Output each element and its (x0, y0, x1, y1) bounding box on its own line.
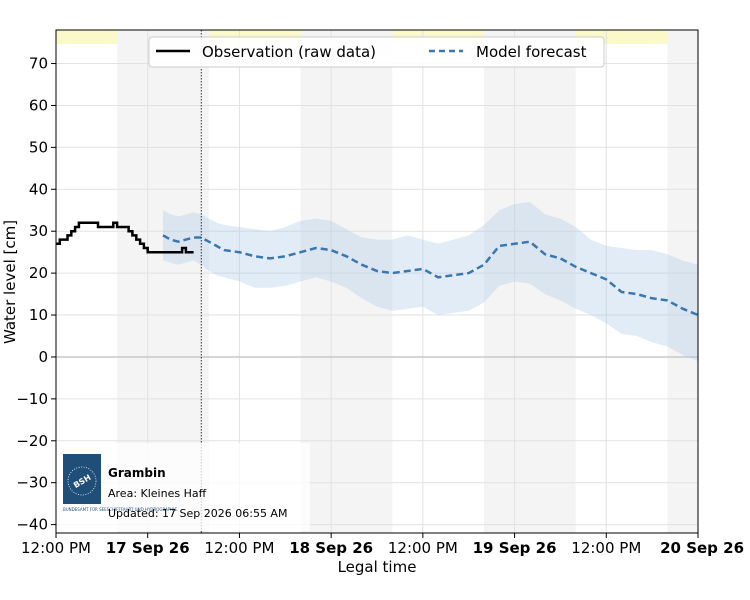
x-axis-title: Legal time (338, 558, 417, 576)
bsh-logo-ring (67, 466, 97, 496)
bsh-logo (63, 454, 101, 504)
x-tick-label-0: 12:00 PM (21, 539, 91, 557)
legend-forecast-label: Model forecast (476, 43, 587, 61)
y-tick-label-4: 30 (29, 222, 48, 240)
x-axis-ticks: 12:00 PM 17 Sep 26 12:00 PM 18 Sep 26 12:00 … (21, 533, 744, 557)
x-tick-label-1: 17 Sep 26 (106, 539, 190, 557)
x-tick-label-2: 12:00 PM (204, 539, 274, 557)
night-shade-1 (300, 30, 393, 533)
x-tick-label-7: 20 Sep 26 (660, 539, 744, 557)
y-tick-label-3: 40 (29, 180, 48, 198)
x-tick-label-6: 12:00 PM (571, 539, 641, 557)
forecast-band-group (163, 201, 698, 362)
observation-line-group (56, 221, 194, 254)
bsh-logo-subtext: BUNDESAMT FÜR SEESCHIFFFAHRT UND HYDROGR… (63, 507, 177, 512)
legend: Observation (raw data) Model forecast (148, 36, 605, 68)
y-tick-label-8: −10 (16, 390, 48, 408)
legend-observation-label: Observation (raw data) (202, 43, 376, 61)
plot-frame (55, 29, 699, 534)
y-tick-label-9: −20 (16, 432, 48, 450)
y-tick-label-7: 0 (38, 348, 48, 366)
legend-box (148, 36, 605, 68)
updated-timestamp: Updated: 17 Sep 2026 06:55 AM (108, 507, 287, 520)
y-tick-label-10: −30 (16, 474, 48, 492)
station-name: Grambin (108, 466, 166, 480)
y-tick-label-0: 70 (29, 55, 48, 73)
x-tick-label-5: 19 Sep 26 (473, 539, 557, 557)
x-tick-label-3: 18 Sep 26 (289, 539, 373, 557)
station-area: Area: Kleines Haff (108, 487, 207, 500)
y-tick-label-6: 10 (29, 306, 48, 324)
y-axis-title: Water level [cm] (1, 220, 19, 344)
y-tick-label-5: 20 (29, 264, 48, 282)
night-shade-3 (667, 30, 698, 533)
y-axis-ticks: 70 60 50 40 30 20 10 0 −10 −20 −30 −40 (16, 55, 56, 534)
night-shade-2 (484, 30, 576, 533)
x-tick-label-4: 12:00 PM (388, 539, 458, 557)
info-box: BSH BUNDESAMT FÜR SEESCHIFFFAHRT UND HYD… (58, 443, 310, 531)
y-tick-label-11: −40 (16, 516, 48, 534)
observation-series-line (56, 221, 194, 254)
y-tick-label-2: 50 (29, 138, 48, 156)
forecast-uncertainty-band (163, 201, 698, 362)
y-tick-label-1: 60 (29, 96, 48, 114)
